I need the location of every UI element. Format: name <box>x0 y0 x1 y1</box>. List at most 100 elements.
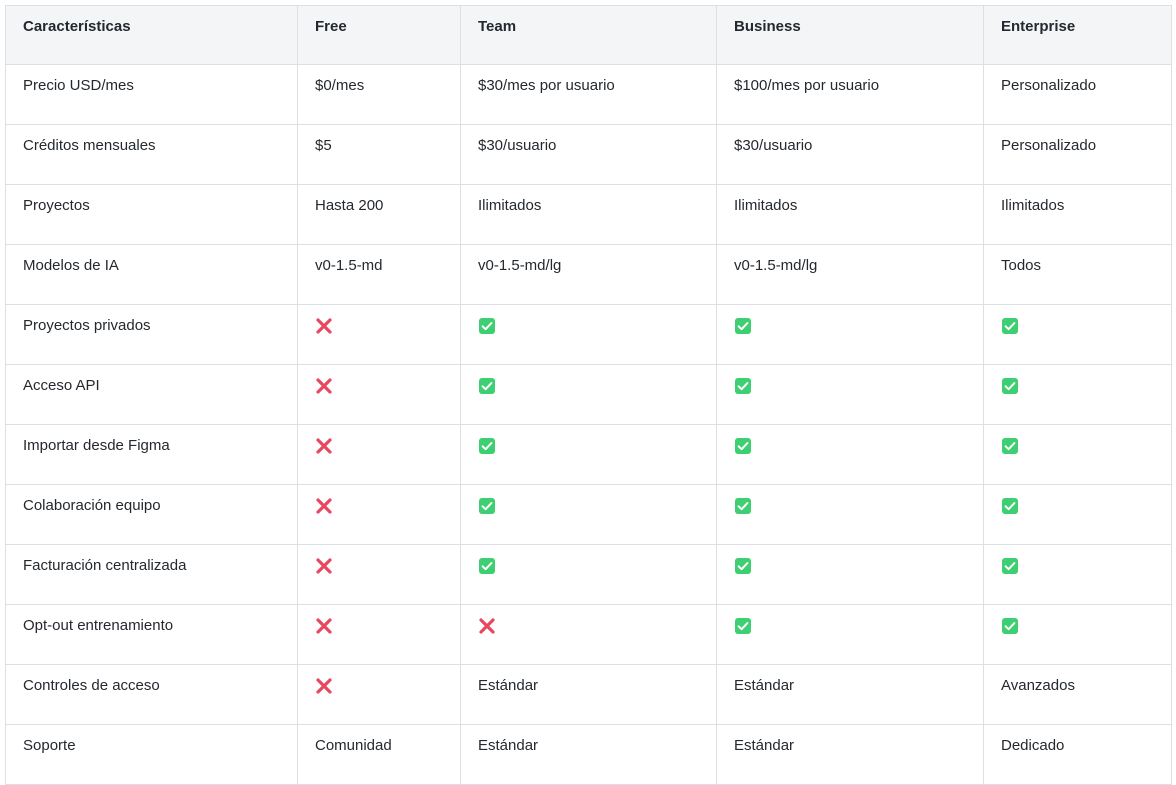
pricing-comparison-table: Características Free Team Business Enter… <box>5 5 1172 785</box>
feature-name-cell: Acceso API <box>5 364 298 425</box>
cross-icon <box>315 557 333 575</box>
cross-icon <box>315 377 333 395</box>
header-row: Características Free Team Business Enter… <box>5 5 1172 65</box>
table-row: Facturación centralizada <box>5 544 1172 605</box>
plan-business-cell <box>716 364 984 425</box>
header-plan-team: Team <box>460 5 717 65</box>
check-icon <box>1001 497 1019 515</box>
check-icon <box>478 437 496 455</box>
cross-icon <box>315 497 333 515</box>
check-icon <box>734 497 752 515</box>
table-row: Modelos de IA v0-1.5-md v0-1.5-md/lg v0-1.5… <box>5 244 1172 305</box>
plan-business-cell: $100/mes por usuario <box>716 64 984 125</box>
plan-free-cell <box>297 304 461 365</box>
header-plan-business: Business <box>716 5 984 65</box>
feature-name-cell: Proyectos <box>5 184 298 245</box>
plan-business-cell: v0-1.5-md/lg <box>716 244 984 305</box>
cross-icon <box>315 317 333 335</box>
plan-enterprise-cell <box>983 424 1172 485</box>
feature-name-cell: Precio USD/mes <box>5 64 298 125</box>
plan-free-cell <box>297 604 461 665</box>
table-body: Precio USD/mes $0/mes $30/mes por usuario $… <box>5 64 1172 785</box>
feature-name-cell: Proyectos privados <box>5 304 298 365</box>
plan-business-cell: Estándar <box>716 664 984 725</box>
plan-free-cell: $0/mes <box>297 64 461 125</box>
plan-free-cell <box>297 424 461 485</box>
cross-icon <box>315 617 333 635</box>
plan-enterprise-cell: Dedicado <box>983 724 1172 785</box>
plan-team-cell <box>460 304 717 365</box>
feature-name-cell: Colaboración equipo <box>5 484 298 545</box>
header-plan-enterprise: Enterprise <box>983 5 1172 65</box>
table-row: Proyectos privados <box>5 304 1172 365</box>
plan-business-cell: Ilimitados <box>716 184 984 245</box>
check-icon <box>1001 557 1019 575</box>
feature-name-cell: Modelos de IA <box>5 244 298 305</box>
check-icon <box>1001 617 1019 635</box>
check-icon <box>734 377 752 395</box>
plan-free-cell <box>297 664 461 725</box>
plan-enterprise-cell: Personalizado <box>983 124 1172 185</box>
feature-name-cell: Importar desde Figma <box>5 424 298 485</box>
table-header: Características Free Team Business Enter… <box>5 5 1172 65</box>
check-icon <box>734 317 752 335</box>
plan-free-cell: $5 <box>297 124 461 185</box>
check-icon <box>1001 317 1019 335</box>
plan-enterprise-cell <box>983 544 1172 605</box>
plan-business-cell <box>716 484 984 545</box>
plan-team-cell <box>460 424 717 485</box>
check-icon <box>734 617 752 635</box>
plan-free-cell <box>297 364 461 425</box>
check-icon <box>1001 377 1019 395</box>
plan-business-cell: $30/usuario <box>716 124 984 185</box>
cross-icon <box>315 677 333 695</box>
plan-enterprise-cell: Todos <box>983 244 1172 305</box>
pricing-comparison-table-wrapper: Características Free Team Business Enter… <box>5 5 1172 785</box>
check-icon <box>734 437 752 455</box>
plan-free-cell <box>297 484 461 545</box>
plan-free-cell: Hasta 200 <box>297 184 461 245</box>
check-icon <box>478 317 496 335</box>
feature-name-cell: Créditos mensuales <box>5 124 298 185</box>
plan-enterprise-cell: Avanzados <box>983 664 1172 725</box>
table-row: Colaboración equipo <box>5 484 1172 545</box>
plan-team-cell <box>460 484 717 545</box>
feature-name-cell: Opt-out entrenamiento <box>5 604 298 665</box>
plan-business-cell: Estándar <box>716 724 984 785</box>
table-row: Controles de acceso Estándar Estándar Avanz… <box>5 664 1172 725</box>
check-icon <box>1001 437 1019 455</box>
feature-name-cell: Facturación centralizada <box>5 544 298 605</box>
plan-team-cell <box>460 544 717 605</box>
plan-enterprise-cell <box>983 364 1172 425</box>
plan-team-cell: $30/usuario <box>460 124 717 185</box>
cross-icon <box>478 617 496 635</box>
header-features: Características <box>5 5 298 65</box>
plan-free-cell <box>297 544 461 605</box>
plan-team-cell <box>460 364 717 425</box>
table-row: Precio USD/mes $0/mes $30/mes por usuario $… <box>5 64 1172 125</box>
table-row: Soporte Comunidad Estándar Estándar Dedicado <box>5 724 1172 785</box>
plan-enterprise-cell: Ilimitados <box>983 184 1172 245</box>
cross-icon <box>315 437 333 455</box>
plan-team-cell: $30/mes por usuario <box>460 64 717 125</box>
plan-enterprise-cell <box>983 304 1172 365</box>
feature-name-cell: Controles de acceso <box>5 664 298 725</box>
check-icon <box>478 557 496 575</box>
check-icon <box>478 377 496 395</box>
header-plan-free: Free <box>297 5 461 65</box>
plan-business-cell <box>716 604 984 665</box>
plan-enterprise-cell <box>983 604 1172 665</box>
table-row: Créditos mensuales $5 $30/usuario $30/usuar… <box>5 124 1172 185</box>
plan-enterprise-cell: Personalizado <box>983 64 1172 125</box>
plan-team-cell: Estándar <box>460 664 717 725</box>
plan-team-cell: v0-1.5-md/lg <box>460 244 717 305</box>
check-icon <box>734 557 752 575</box>
plan-business-cell <box>716 304 984 365</box>
table-row: Proyectos Hasta 200 Ilimitados Ilimitados Il… <box>5 184 1172 245</box>
plan-team-cell <box>460 604 717 665</box>
plan-business-cell <box>716 424 984 485</box>
table-row: Acceso API <box>5 364 1172 425</box>
plan-free-cell: v0-1.5-md <box>297 244 461 305</box>
plan-team-cell: Ilimitados <box>460 184 717 245</box>
plan-business-cell <box>716 544 984 605</box>
